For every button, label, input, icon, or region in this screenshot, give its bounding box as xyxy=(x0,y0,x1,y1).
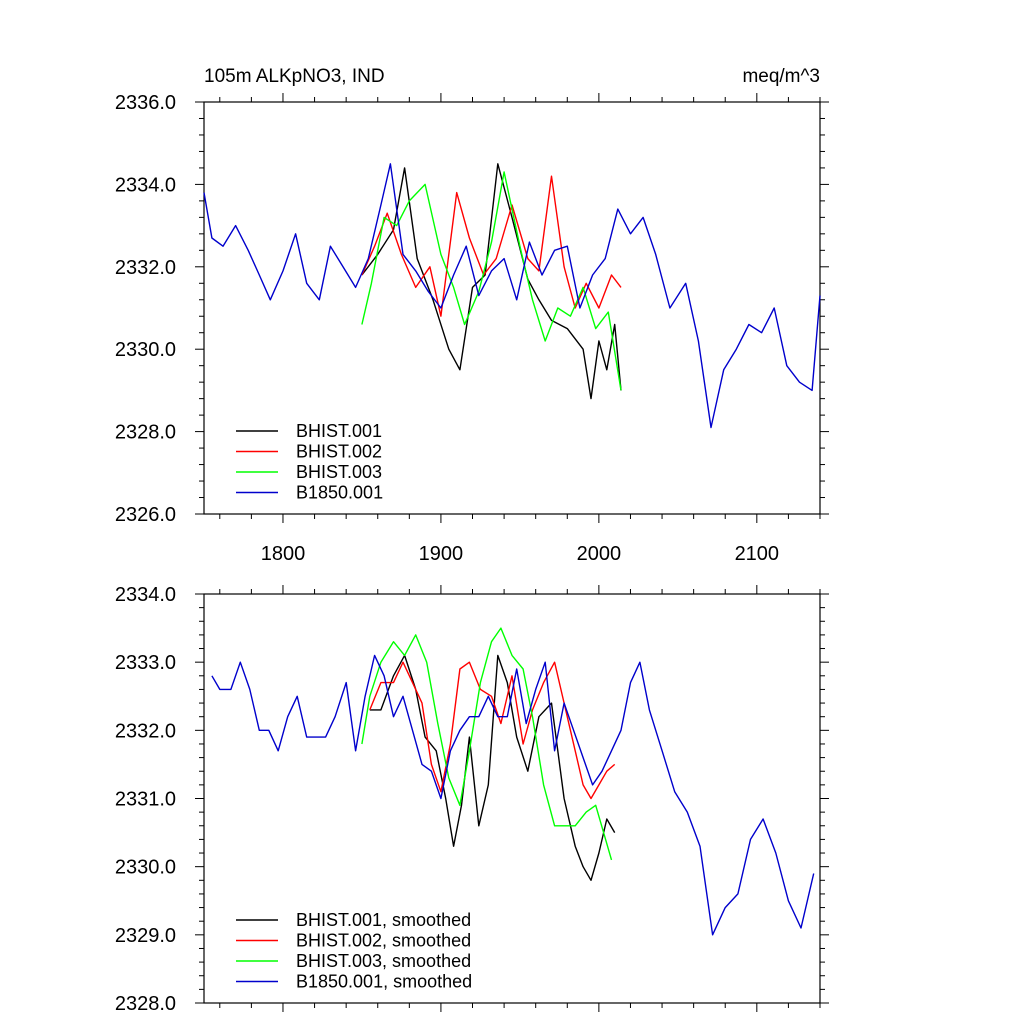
y-tick-label: 2326.0 xyxy=(115,504,176,526)
legend-label: BHIST.003 xyxy=(296,462,382,482)
y-tick-label: 2328.0 xyxy=(115,993,176,1015)
x-tick-label: 2100 xyxy=(735,543,780,565)
x-tick-label: 2000 xyxy=(577,543,622,565)
x-tick-label: 1900 xyxy=(419,543,464,565)
y-tick-label: 2333.0 xyxy=(115,652,176,674)
chart-title: 105m ALKpNO3, IND xyxy=(204,66,385,87)
y-tick-label: 2329.0 xyxy=(115,925,176,947)
y-tick-label: 2330.0 xyxy=(115,339,176,361)
series-line-bhist-002-smoothed xyxy=(369,661,616,800)
series-line-bhist-001-smoothed xyxy=(369,654,616,881)
top-panel: 1800 1900 2000 2100 2326.0 2328.0 2330.0 2332.0… xyxy=(115,66,829,565)
y-tick-label: 2334.0 xyxy=(115,174,176,196)
legend-label: BHIST.001, smoothed xyxy=(296,910,471,930)
plot-frame xyxy=(203,101,821,515)
legend-label: BHIST.002 xyxy=(296,442,382,462)
series-line-bhist-003 xyxy=(361,171,622,391)
legend-label: B1850.001 xyxy=(296,483,383,503)
y-tick-label: 2331.0 xyxy=(115,789,176,811)
y-tick-label: 2328.0 xyxy=(115,422,176,444)
x-tick-label: 1800 xyxy=(261,543,306,565)
units-label: meq/m^3 xyxy=(742,66,820,87)
legend-label: BHIST.001 xyxy=(296,421,382,441)
series-line-b1850-001-smoothed xyxy=(211,654,815,936)
legend-label: B1850.001, smoothed xyxy=(296,972,472,992)
y-tick-label: 2334.0 xyxy=(115,584,176,606)
legend-label: BHIST.002, smoothed xyxy=(296,931,471,951)
series-line-bhist-003-smoothed xyxy=(361,627,613,861)
y-tick-label: 2330.0 xyxy=(115,857,176,879)
series-line-bhist-001 xyxy=(361,163,622,400)
series-line-bhist-002 xyxy=(361,175,622,317)
series-line-b1850-001 xyxy=(203,163,821,429)
y-tick-label: 2332.0 xyxy=(115,257,176,279)
y-tick-label: 2332.0 xyxy=(115,720,176,742)
y-tick-label: 2336.0 xyxy=(115,92,176,114)
bottom-panel: 2328.0 2329.0 2330.0 2331.0 2332.0 2333.0 2334… xyxy=(115,584,829,1015)
legend-label: BHIST.003, smoothed xyxy=(296,951,471,971)
